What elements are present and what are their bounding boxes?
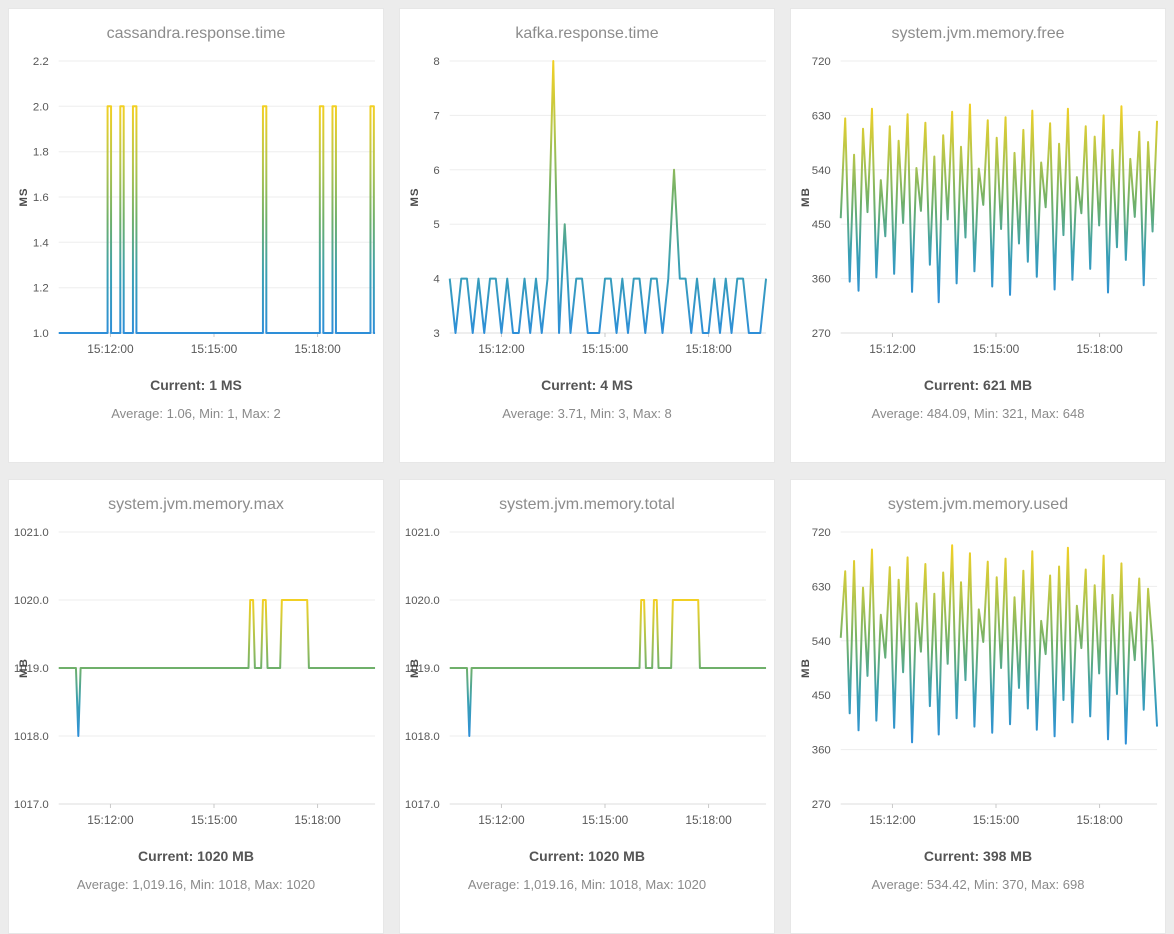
- svg-text:270: 270: [812, 799, 831, 811]
- svg-text:630: 630: [812, 110, 831, 122]
- cassandra-response-time-line-chart[interactable]: 1.0 1.2 1.4 1.6 1.8 2.0 2.2 15:12:00 15:15:00 15:…: [9, 51, 383, 363]
- panel-jvm-memory-max: system.jvm.memory.max 1017.0 1018.0 1019.0…: [8, 479, 384, 934]
- svg-text:MS: MS: [18, 187, 30, 206]
- svg-text:1.4: 1.4: [33, 237, 50, 249]
- svg-text:4: 4: [433, 274, 440, 286]
- svg-text:15:12:00: 15:12:00: [869, 342, 916, 356]
- current-value: Current: 621 MB: [923, 377, 1033, 393]
- svg-text:720: 720: [812, 56, 831, 68]
- svg-text:15:18:00: 15:18:00: [685, 342, 732, 356]
- summary-stats: Average: 484.09, Min: 321, Max: 648: [871, 406, 1085, 421]
- summary-stats: Average: 1,019.16, Min: 1018, Max: 1020: [76, 877, 316, 892]
- summary-stats: Average: 1.06, Min: 1, Max: 2: [111, 406, 281, 421]
- svg-text:1.8: 1.8: [33, 147, 49, 159]
- svg-text:6: 6: [433, 165, 439, 177]
- jvm-memory-max-line-chart[interactable]: 1017.0 1018.0 1019.0 1020.0 1021.0 15:12:00 15…: [9, 522, 383, 834]
- summary-stats: Average: 1,019.16, Min: 1018, Max: 1020: [467, 877, 707, 892]
- svg-text:630: 630: [812, 581, 831, 593]
- svg-text:15:18:00: 15:18:00: [685, 813, 732, 827]
- svg-text:1019.0: 1019.0: [405, 663, 440, 675]
- svg-text:1019.0: 1019.0: [14, 663, 49, 675]
- svg-text:3: 3: [433, 328, 439, 340]
- kafka-response-time-line-chart[interactable]: 3 4 5 6 7 8 15:12:00 15:15:00 15:18:00 MS: [400, 51, 774, 363]
- chart-title: system.jvm.memory.used: [887, 496, 1069, 513]
- svg-text:15:15:00: 15:15:00: [191, 342, 238, 356]
- svg-text:1020.0: 1020.0: [405, 595, 440, 607]
- svg-text:15:15:00: 15:15:00: [973, 342, 1020, 356]
- svg-text:1017.0: 1017.0: [14, 799, 49, 811]
- svg-text:MS: MS: [409, 187, 421, 206]
- svg-text:360: 360: [812, 745, 831, 757]
- panel-jvm-memory-used: system.jvm.memory.used 270 360 450 540 630 72…: [790, 479, 1166, 934]
- svg-text:7: 7: [433, 110, 439, 122]
- svg-text:1.6: 1.6: [33, 192, 49, 204]
- svg-text:MB: MB: [800, 187, 812, 207]
- svg-text:1020.0: 1020.0: [14, 595, 49, 607]
- svg-text:5: 5: [433, 219, 439, 231]
- jvm-memory-free-line-chart[interactable]: 270 360 450 540 630 720 15:12:00 15:15:00 15:18:…: [791, 51, 1165, 363]
- svg-text:450: 450: [812, 690, 831, 702]
- current-value: Current: 398 MB: [923, 848, 1033, 864]
- summary-stats: Average: 3.71, Min: 3, Max: 8: [502, 406, 672, 421]
- panel-cassandra-response-time: cassandra.response.time 1.0 1.2 1.4 1.6 1.8 2…: [8, 8, 384, 463]
- current-value: Current: 4 MS: [541, 377, 633, 393]
- chart-title: kafka.response.time: [515, 25, 659, 42]
- svg-text:15:12:00: 15:12:00: [87, 813, 134, 827]
- svg-text:15:18:00: 15:18:00: [1076, 813, 1123, 827]
- current-value: Current: 1020 MB: [138, 848, 254, 864]
- current-value: Current: 1020 MB: [529, 848, 645, 864]
- svg-text:15:12:00: 15:12:00: [478, 342, 525, 356]
- chart-title: system.jvm.memory.free: [891, 25, 1065, 42]
- svg-text:1.0: 1.0: [33, 328, 49, 340]
- svg-text:15:12:00: 15:12:00: [869, 813, 916, 827]
- jvm-memory-used-line-chart[interactable]: 270 360 450 540 630 720 15:12:00 15:15:00 15:18:…: [791, 522, 1165, 834]
- svg-text:1.2: 1.2: [33, 283, 49, 295]
- svg-text:540: 540: [812, 636, 831, 648]
- current-value: Current: 1 MS: [150, 377, 242, 393]
- chart-title: cassandra.response.time: [106, 25, 286, 42]
- svg-text:MB: MB: [18, 658, 30, 678]
- svg-text:15:15:00: 15:15:00: [191, 813, 238, 827]
- svg-text:2.2: 2.2: [33, 56, 49, 68]
- svg-text:15:15:00: 15:15:00: [582, 342, 629, 356]
- panel-kafka-response-time: kafka.response.time 3 4 5 6 7 8 15:12:00 15:15:…: [399, 8, 775, 463]
- svg-text:2.0: 2.0: [33, 101, 49, 113]
- svg-text:MB: MB: [800, 658, 812, 678]
- svg-text:1018.0: 1018.0: [14, 731, 49, 743]
- svg-text:1021.0: 1021.0: [14, 527, 49, 539]
- svg-text:450: 450: [812, 219, 831, 231]
- metrics-dashboard: cassandra.response.time 1.0 1.2 1.4 1.6 1.8 2…: [8, 8, 1166, 934]
- chart-title: system.jvm.memory.total: [499, 496, 675, 513]
- svg-text:1021.0: 1021.0: [405, 527, 440, 539]
- svg-text:15:18:00: 15:18:00: [294, 342, 341, 356]
- svg-text:720: 720: [812, 527, 831, 539]
- svg-text:15:15:00: 15:15:00: [582, 813, 629, 827]
- panel-jvm-memory-total: system.jvm.memory.total 1017.0 1018.0 1019…: [399, 479, 775, 934]
- svg-text:15:15:00: 15:15:00: [973, 813, 1020, 827]
- svg-text:MB: MB: [409, 658, 421, 678]
- jvm-memory-total-line-chart[interactable]: 1017.0 1018.0 1019.0 1020.0 1021.0 15:12:00 15…: [400, 522, 774, 834]
- svg-text:15:18:00: 15:18:00: [294, 813, 341, 827]
- chart-title: system.jvm.memory.max: [108, 496, 284, 513]
- svg-text:540: 540: [812, 165, 831, 177]
- svg-text:15:12:00: 15:12:00: [87, 342, 134, 356]
- svg-text:15:12:00: 15:12:00: [478, 813, 525, 827]
- panel-jvm-memory-free: system.jvm.memory.free 270 360 450 540 630 72…: [790, 8, 1166, 463]
- svg-text:1017.0: 1017.0: [405, 799, 440, 811]
- svg-text:270: 270: [812, 328, 831, 340]
- summary-stats: Average: 534.42, Min: 370, Max: 698: [871, 877, 1085, 892]
- svg-text:1018.0: 1018.0: [405, 731, 440, 743]
- svg-text:360: 360: [812, 274, 831, 286]
- svg-text:15:18:00: 15:18:00: [1076, 342, 1123, 356]
- svg-text:8: 8: [433, 56, 439, 68]
